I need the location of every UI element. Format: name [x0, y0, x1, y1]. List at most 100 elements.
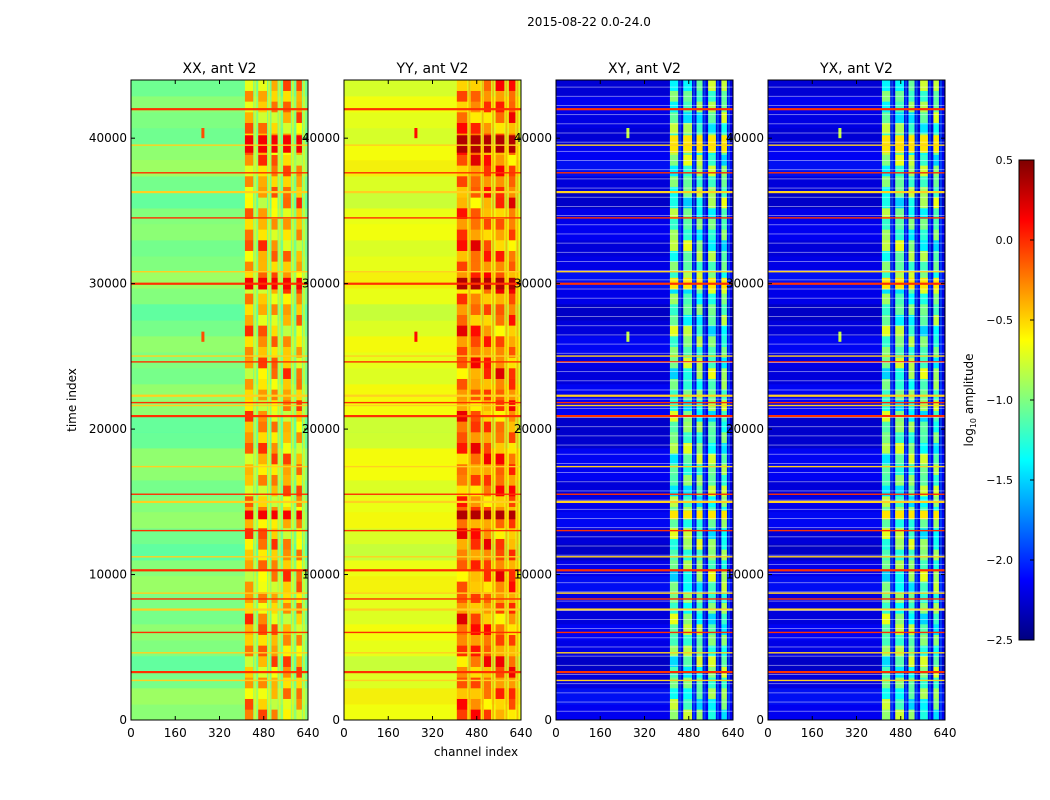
rfi-hotspot	[721, 135, 727, 153]
rfi-band-cell	[283, 154, 291, 166]
rfi-band-cell	[296, 261, 302, 273]
flagged-row-white	[556, 242, 733, 244]
rfi-band-cell	[696, 624, 703, 635]
rfi-band-cell	[495, 570, 505, 582]
panel-title: XX, ant V2	[183, 61, 257, 77]
rfi-band-cell	[271, 453, 278, 465]
rfi-band-cell	[908, 698, 915, 710]
heatmap-texture-band	[131, 128, 308, 145]
flagged-row-white	[768, 646, 945, 648]
rfi-band-cell	[456, 592, 468, 603]
rfi-hotspot	[283, 135, 291, 153]
x-tick-label: 480	[465, 726, 488, 740]
rfi-band-cell	[508, 570, 516, 582]
flagged-row	[344, 355, 521, 357]
heatmap-texture-band	[768, 320, 945, 337]
heatmap-texture-band	[131, 240, 308, 257]
rfi-band-cell	[669, 442, 679, 454]
rfi-band-cell	[669, 197, 679, 209]
rfi-band-cell	[456, 154, 468, 166]
rfi-band-cell	[271, 698, 278, 710]
rfi-band-cell	[708, 101, 716, 113]
flagged-row-white	[556, 389, 733, 391]
rfi-band-cell	[470, 560, 481, 571]
rfi-band-cell	[508, 613, 516, 625]
rfi-band-cell	[933, 677, 939, 689]
rfi-band-cell	[456, 112, 468, 123]
rfi-band-cell	[456, 464, 468, 475]
rfi-band-cell	[933, 592, 939, 603]
heatmap-texture-band	[768, 432, 945, 449]
rfi-band-cell	[271, 464, 278, 475]
flagged-row-white	[768, 609, 945, 611]
y-tick-label: 10000	[726, 568, 764, 582]
rfi-band-cell	[721, 634, 727, 646]
rfi-band-cell	[920, 304, 928, 315]
rfi-band-cell	[244, 229, 254, 241]
rfi-band-cell	[933, 688, 939, 699]
rfi-band-cell	[283, 677, 291, 689]
rfi-band-cell	[881, 325, 891, 337]
rfi-band-cell	[933, 165, 939, 177]
rfi-band-cell	[470, 314, 481, 326]
rfi-band-cell	[669, 677, 679, 689]
flagged-row	[768, 282, 945, 285]
rfi-band-cell	[483, 122, 492, 134]
heatmap-panels: 0 160 320 480 640 0 10000 20000 30000 40000 XX, an…	[89, 61, 957, 740]
rfi-band-cell	[683, 474, 693, 486]
rfi-band-cell	[495, 464, 505, 475]
rfi-band-cell	[908, 613, 915, 625]
rfi-band-cell	[683, 538, 693, 550]
flagged-row	[131, 355, 308, 357]
rfi-band-cell	[881, 613, 891, 625]
rfi-band-cell	[483, 442, 492, 454]
heatmap-texture-band	[768, 176, 945, 193]
rfi-band-cell	[296, 90, 302, 102]
rfi-band-cell	[470, 272, 481, 283]
rfi-band-cell	[683, 709, 693, 720]
rfi-band-cell	[708, 122, 716, 134]
rfi-band-cell	[483, 677, 492, 689]
rfi-band-cell	[296, 485, 302, 497]
rfi-band-cell	[283, 112, 291, 123]
rfi-band-cell	[271, 80, 278, 91]
rfi-band-cell	[920, 197, 928, 209]
rfi-band-cell	[483, 293, 492, 305]
rfi-band-cell	[244, 368, 254, 379]
rfi-band-cell	[696, 570, 703, 582]
rfi-band-cell	[908, 602, 915, 614]
rfi-band-cell	[244, 432, 254, 443]
rfi-band-cell	[696, 293, 703, 305]
rfi-band-cell	[920, 432, 928, 443]
heatmap-texture-band	[344, 432, 521, 449]
flagged-row	[768, 404, 945, 407]
rfi-band-cell	[908, 218, 915, 230]
rfi-band-cell	[483, 474, 492, 486]
rfi-band-cell	[271, 176, 278, 187]
rfi-band-cell	[920, 634, 928, 646]
rfi-band-cell	[881, 176, 891, 187]
rfi-band-cell	[495, 165, 505, 177]
flagged-row-white	[556, 545, 733, 547]
rfi-band-cell	[495, 154, 505, 166]
flagged-row	[556, 271, 733, 273]
rfi-hotspot	[895, 510, 905, 520]
rfi-band-cell	[244, 464, 254, 475]
flagged-row	[556, 355, 733, 357]
rfi-band-cell	[683, 368, 693, 379]
rfi-band-cell	[296, 453, 302, 465]
rfi-band-cell	[296, 549, 302, 561]
rfi-band-cell	[895, 581, 905, 593]
rfi-band-cell	[696, 560, 703, 571]
rfi-band-cell	[696, 368, 703, 379]
heatmap-texture-band	[556, 208, 733, 225]
rfi-band-cell	[708, 218, 716, 230]
rfi-band-cell	[920, 240, 928, 251]
rfi-band-cell	[895, 464, 905, 475]
rfi-hotspot	[456, 510, 468, 520]
rfi-band-cell	[483, 698, 492, 710]
rfi-band-cell	[258, 154, 268, 166]
rfi-band-cell	[696, 250, 703, 262]
flagged-row	[556, 592, 733, 594]
rfi-band-cell	[271, 293, 278, 305]
